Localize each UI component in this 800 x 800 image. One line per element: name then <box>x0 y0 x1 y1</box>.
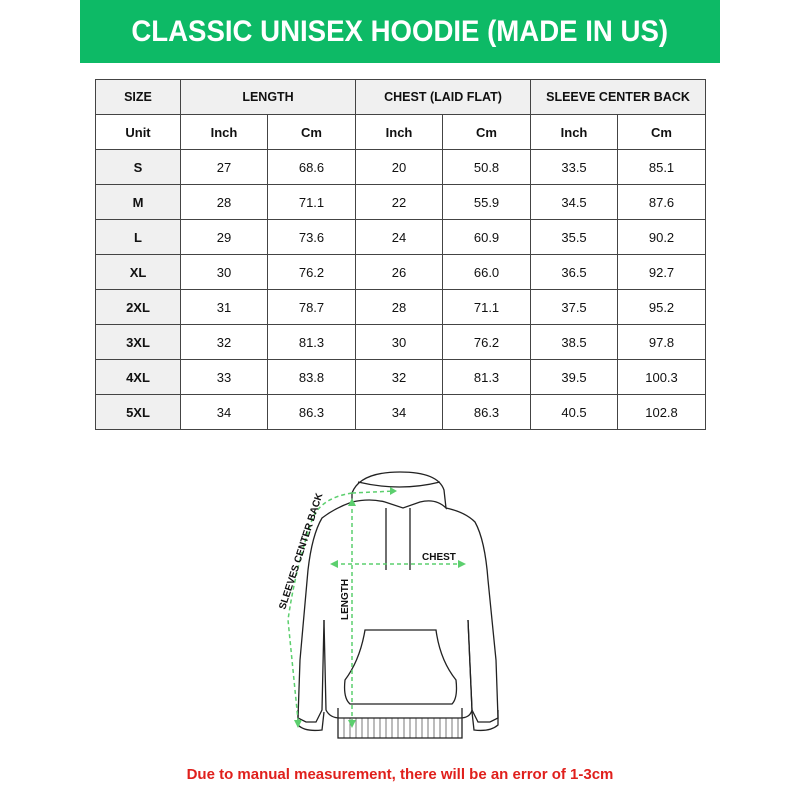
value-cell: 90.2 <box>617 219 707 255</box>
sleeve-label: SLEEVES CENTER BACK <box>277 491 325 611</box>
size-cell: M <box>95 184 181 220</box>
value-cell: 60.9 <box>442 219 532 255</box>
table-row: 2XL 31 78.7 28 71.1 37.5 95.2 <box>95 289 707 325</box>
size-cell: XL <box>95 254 181 290</box>
sleeve-line <box>287 492 353 721</box>
unit-cell: Unit <box>95 114 181 150</box>
header-length: LENGTH <box>179 79 357 115</box>
header-size: SIZE <box>95 79 181 115</box>
value-cell: 32 <box>180 324 268 360</box>
page-title: CLASSIC UNISEX HOODIE (MADE IN US) <box>131 14 669 48</box>
header-chest: CHEST (LAID FLAT) <box>355 79 532 115</box>
value-cell: 92.7 <box>617 254 707 290</box>
value-cell: 29 <box>180 219 268 255</box>
value-cell: 28 <box>355 289 444 325</box>
value-cell: 76.2 <box>266 254 357 290</box>
value-cell: 83.8 <box>266 359 357 395</box>
unit-cell: Inch <box>180 114 268 150</box>
value-cell: 30 <box>180 254 268 290</box>
unit-cell: Inch <box>355 114 444 150</box>
value-cell: 73.6 <box>266 219 357 255</box>
value-cell: 37.5 <box>530 289 619 325</box>
value-cell: 34.5 <box>530 184 619 220</box>
value-cell: 26 <box>355 254 444 290</box>
value-cell: 87.6 <box>617 184 707 220</box>
value-cell: 36.5 <box>530 254 619 290</box>
value-cell: 27 <box>180 149 268 185</box>
table-row: 4XL 33 83.8 32 81.3 39.5 100.3 <box>95 359 707 395</box>
value-cell: 32 <box>355 359 444 395</box>
table-row: S 27 68.6 20 50.8 33.5 85.1 <box>95 149 707 185</box>
value-cell: 38.5 <box>530 324 619 360</box>
value-cell: 39.5 <box>530 359 619 395</box>
value-cell: 100.3 <box>617 359 707 395</box>
value-cell: 71.1 <box>442 289 532 325</box>
value-cell: 34 <box>180 394 268 430</box>
size-cell: 3XL <box>95 324 181 360</box>
unit-cell: Cm <box>617 114 707 150</box>
value-cell: 97.8 <box>617 324 707 360</box>
value-cell: 68.6 <box>266 149 357 185</box>
unit-cell: Cm <box>442 114 532 150</box>
size-cell: 2XL <box>95 289 181 325</box>
value-cell: 95.2 <box>617 289 707 325</box>
value-cell: 85.1 <box>617 149 707 185</box>
unit-cell: Inch <box>530 114 619 150</box>
hoodie-diagram: CHEST LENGTH SLEEVES CENTER BACK <box>277 471 499 739</box>
value-cell: 81.3 <box>266 324 357 360</box>
value-cell: 28 <box>180 184 268 220</box>
table-row: M 28 71.1 22 55.9 34.5 87.6 <box>95 184 707 220</box>
length-label: LENGTH <box>340 579 351 620</box>
arrowheads <box>294 487 466 728</box>
value-cell: 33 <box>180 359 268 395</box>
value-cell: 34 <box>355 394 444 430</box>
value-cell: 76.2 <box>442 324 532 360</box>
value-cell: 86.3 <box>442 394 532 430</box>
value-cell: 35.5 <box>530 219 619 255</box>
unit-cell: Cm <box>266 114 357 150</box>
table-row: 5XL 34 86.3 34 86.3 40.5 102.8 <box>95 394 707 430</box>
value-cell: 50.8 <box>442 149 532 185</box>
unit-row: Unit Inch Cm Inch Cm Inch Cm <box>95 114 707 150</box>
value-cell: 102.8 <box>617 394 707 430</box>
value-cell: 22 <box>355 184 444 220</box>
hood-line <box>351 490 396 494</box>
value-cell: 66.0 <box>442 254 532 290</box>
header-sleeve: SLEEVE CENTER BACK <box>530 79 707 115</box>
ribbing <box>343 718 459 738</box>
value-cell: 31 <box>180 289 268 325</box>
value-cell: 55.9 <box>442 184 532 220</box>
size-cell: S <box>95 149 181 185</box>
value-cell: 20 <box>355 149 444 185</box>
size-cell: L <box>95 219 181 255</box>
value-cell: 24 <box>355 219 444 255</box>
size-cell: 5XL <box>95 394 181 430</box>
chest-label: CHEST <box>422 552 456 563</box>
table-row: L 29 73.6 24 60.9 35.5 90.2 <box>95 219 707 255</box>
table-row: XL 30 76.2 26 66.0 36.5 92.7 <box>95 254 707 290</box>
size-cell: 4XL <box>95 359 181 395</box>
value-cell: 33.5 <box>530 149 619 185</box>
hoodie-outline <box>297 471 499 739</box>
value-cell: 78.7 <box>266 289 357 325</box>
value-cell: 86.3 <box>266 394 357 430</box>
size-table: SIZE LENGTH CHEST (LAID FLAT) SLEEVE CEN… <box>95 79 707 430</box>
value-cell: 81.3 <box>442 359 532 395</box>
group-header-row: SIZE LENGTH CHEST (LAID FLAT) SLEEVE CEN… <box>95 79 707 115</box>
measure-lines <box>287 490 462 722</box>
value-cell: 40.5 <box>530 394 619 430</box>
value-cell: 71.1 <box>266 184 357 220</box>
measurement-note: Due to manual measurement, there will be… <box>186 766 614 783</box>
title-banner: CLASSIC UNISEX HOODIE (MADE IN US) <box>80 0 720 63</box>
table-row: 3XL 32 81.3 30 76.2 38.5 97.8 <box>95 324 707 360</box>
value-cell: 30 <box>355 324 444 360</box>
